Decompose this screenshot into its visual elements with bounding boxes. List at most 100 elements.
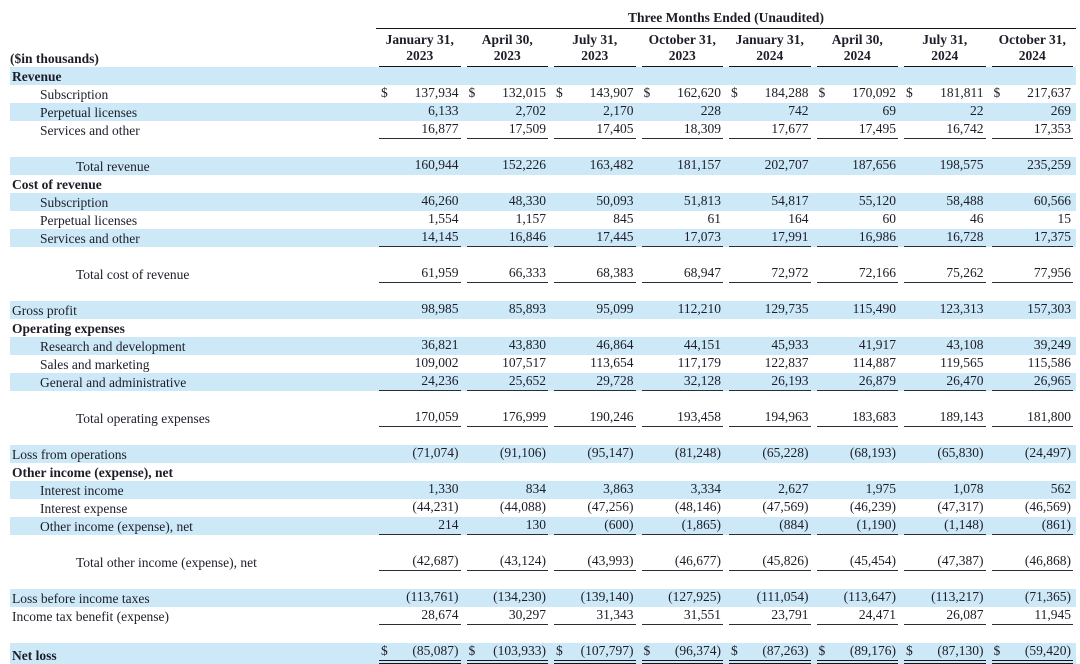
cell-value: 44,151 [683,336,721,352]
cell-value: 184,288 [764,84,809,100]
value-cell: (71,365) [989,589,1077,607]
cell-value: 77,956 [1033,264,1071,280]
value-cell: 115,490 [814,301,902,319]
blank-row [10,427,1076,445]
cell-value: 2,170 [603,102,634,118]
value-cell: 17,991 [726,229,814,247]
value-cell: 11,945 [989,607,1077,625]
blank-cell [376,427,464,445]
value-cell: 98,985 [376,301,464,319]
value-cell: 61 [639,211,727,229]
title-row-spacer [10,3,376,29]
value-cell: 3,334 [639,481,727,499]
blank-cell [10,535,376,553]
value-cell: 75,262 [901,265,989,283]
cell-value: 113,654 [590,354,634,370]
cell-value: (1,190) [856,516,896,532]
value-cell: (45,826) [726,553,814,571]
value-cell: $170,092 [814,85,902,103]
value-cell: (45,454) [814,553,902,571]
blank-row [10,247,1076,265]
row-label: Research and development [40,338,186,354]
value-cell [551,463,639,481]
value-cell: 228 [639,103,727,121]
value-cell: 31,343 [551,607,639,625]
row-label: Gross profit [12,302,77,318]
value-cell: 115,586 [989,355,1077,373]
cell-value: 132,015 [502,84,546,100]
cell-value: 157,303 [1027,300,1071,316]
table-row: Income tax benefit (expense) 28,674 30,297… [10,607,1076,625]
dollar-sign: $ [468,642,476,658]
cell-value: (81,248) [674,444,721,460]
value-cell [464,463,552,481]
cell-value: 269 [1050,102,1071,118]
value-cell: (81,248) [639,445,727,463]
value-cell: (43,124) [464,553,552,571]
cell-value: 31,343 [596,606,634,622]
value-cell [814,463,902,481]
blank-cell [726,571,814,589]
cell-value: 98,985 [421,300,459,316]
dollar-sign: $ [381,84,388,100]
column-header-month: July 31, [922,32,968,48]
dollar-sign: $ [643,642,651,658]
value-cell: 46,864 [551,337,639,355]
cell-value: (96,374) [674,642,721,658]
value-cell: 187,656 [814,157,902,175]
cell-value: 17,073 [683,228,721,244]
value-cell [551,67,639,85]
blank-row [10,625,1076,643]
value-cell: 109,002 [376,355,464,373]
table-row: Interest income 1,330 834 3,863 3,334 2,627 1,… [10,480,1076,499]
cell-value: 22 [970,102,984,118]
value-cell: (91,106) [464,445,552,463]
cell-value: 16,846 [508,228,546,244]
value-cell: 31,551 [639,607,727,625]
cell-value: 198,575 [939,156,984,172]
dollar-sign: $ [731,642,738,658]
column-header: January 31, 2024 [726,29,814,67]
value-cell: 17,073 [639,229,727,247]
cell-value: (95,147) [587,444,634,460]
value-cell: 60,566 [989,193,1077,211]
value-cell: 107,517 [464,355,552,373]
value-cell: 26,965 [989,373,1077,391]
column-header: October 31, 2024 [989,29,1077,67]
cell-value: 26,193 [771,372,809,388]
row-label: Income tax benefit (expense) [12,608,170,624]
table-row: Total cost of revenue 61,959 66,333 68,383 6… [10,265,1076,283]
cell-value: 1,078 [953,480,984,496]
value-cell: 193,458 [639,409,727,427]
cell-value: (46,677) [674,552,721,568]
cell-value: 834 [525,480,546,496]
value-cell: 72,972 [726,265,814,283]
blank-cell [10,139,376,157]
blank-cell [551,139,639,157]
cell-value: 190,246 [589,408,634,424]
dollar-sign: $ [468,84,476,100]
value-cell: 26,470 [901,373,989,391]
value-cell: 190,246 [551,409,639,427]
cell-value: (46,868) [1024,552,1071,568]
cell-value: (113,761) [406,588,459,604]
value-cell: 36,821 [376,337,464,355]
cell-value: 68,947 [683,264,721,280]
cell-value: 129,735 [764,300,809,316]
cell-value: 160,944 [414,156,459,172]
blank-row [10,283,1076,301]
value-cell: 54,817 [726,193,814,211]
cell-value: 16,986 [858,228,896,244]
value-cell: (65,830) [901,445,989,463]
blank-cell [814,391,902,409]
cell-value: 18,309 [683,120,721,136]
cell-value: 85,893 [508,300,546,316]
value-cell: 48,330 [464,193,552,211]
table-row: Services and other 14,145 16,846 17,445 17,0… [10,228,1076,247]
row-label: Other income (expense), net [12,464,173,480]
cell-value: 11,945 [1034,606,1071,622]
blank-cell [551,283,639,301]
blank-cell [989,535,1077,553]
dollar-sign: $ [906,642,913,658]
cell-value: 61 [707,210,722,226]
